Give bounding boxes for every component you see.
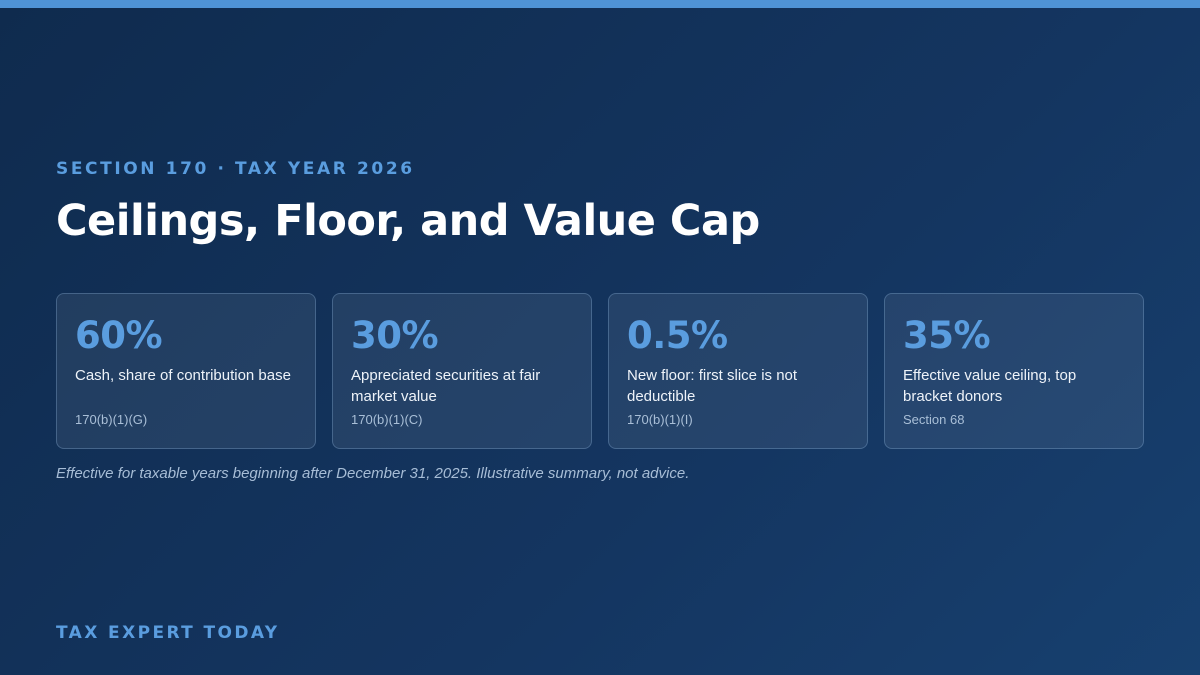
stat-description: Effective value ceiling, top bracket don… xyxy=(903,367,1077,405)
section-eyebrow: SECTION 170 · TAX YEAR 2026 xyxy=(56,159,415,179)
stat-value: 0.5% xyxy=(627,314,728,357)
footnote: Effective for taxable years beginning af… xyxy=(56,465,690,482)
stat-cards: 60% Cash, share of contribution base 170… xyxy=(56,293,1144,449)
stat-value: 30% xyxy=(351,314,439,357)
stat-value: 60% xyxy=(75,314,163,357)
stat-reference: 170(b)(1)(G) xyxy=(75,412,148,427)
stat-reference: 170(b)(1)(I) xyxy=(627,412,693,427)
brand-name: TAX EXPERT TODAY xyxy=(56,623,280,643)
stat-description: Appreciated securities at fair market va… xyxy=(351,367,541,405)
stat-card-cash: 60% Cash, share of contribution base 170… xyxy=(56,293,316,449)
stat-card-securities: 30% Appreciated securities at fair marke… xyxy=(332,293,592,449)
top-accent-bar xyxy=(0,0,1200,8)
stat-description: New floor: first slice is not deductible xyxy=(627,367,798,405)
stat-reference: 170(b)(1)(C) xyxy=(351,412,423,427)
page-title: Ceilings, Floor, and Value Cap xyxy=(56,196,760,246)
stat-card-value-cap: 35% Effective value ceiling, top bracket… xyxy=(884,293,1144,449)
stat-card-floor: 0.5% New floor: first slice is not deduc… xyxy=(608,293,868,449)
stat-reference: Section 68 xyxy=(903,412,965,427)
stat-value: 35% xyxy=(903,314,991,357)
stat-description: Cash, share of contribution base xyxy=(75,367,291,384)
